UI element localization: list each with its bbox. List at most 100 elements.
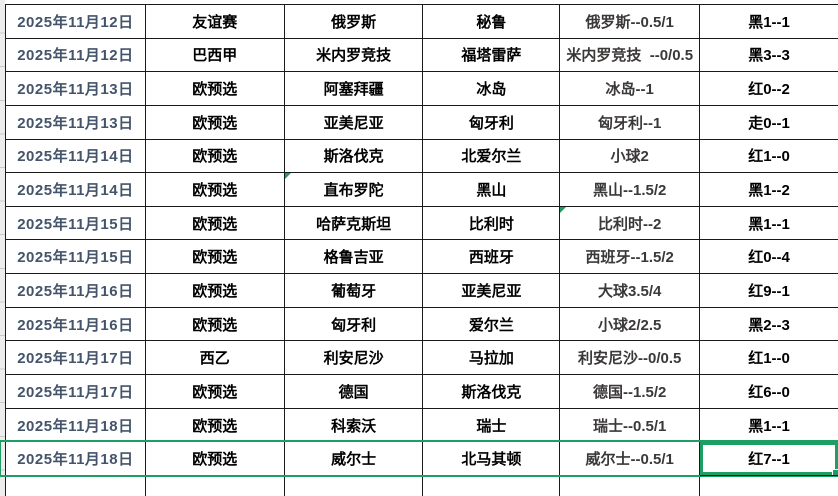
cell-text: 北爱尔兰 [461,148,522,166]
cell-result[interactable]: 黑1--1 [700,5,838,39]
cell-league[interactable] [146,475,285,496]
cell-date[interactable]: 2025年11月14日 [6,139,146,174]
cell-handicap[interactable]: 小球2 [560,139,701,174]
cell-date[interactable]: 2025年11月12日 [6,38,146,73]
cell-league[interactable]: 欧预选 [145,139,285,174]
cell-home[interactable]: 利安尼沙 [284,341,424,376]
cell-date[interactable]: 2025年11月13日 [6,72,146,106]
cell-result[interactable]: 黑1--2 [700,173,838,207]
cell-text: 冰岛--1 [605,81,654,99]
cell-league[interactable]: 欧预选 [145,408,285,443]
cell-text: 黑1--1 [748,13,790,31]
error-indicator-icon [560,206,567,213]
cell-handicap[interactable]: 冰岛--1 [560,72,701,106]
cell-date[interactable]: 2025年11月18日 [6,442,146,476]
cell-league[interactable]: 欧预选 [145,442,285,476]
cell-away[interactable]: 斯洛伐克 [423,375,561,409]
cell-handicap[interactable]: 瑞士--0.5/1 [560,408,701,443]
cell-handicap[interactable]: 黑山--1.5/2 [560,173,701,207]
cell-result[interactable]: 黑2--3 [700,308,838,342]
cell-home[interactable]: 葡萄牙 [284,274,424,308]
cell-handicap[interactable]: 德国--1.5/2 [560,375,701,409]
cell-result[interactable]: 红9--1 [700,274,838,308]
cell-league[interactable]: 欧预选 [145,72,285,106]
cell-away[interactable]: 黑山 [423,173,561,207]
cell-handicap[interactable]: 小球2/2.5 [560,307,701,342]
cell-date[interactable]: 2025年11月12日 [6,5,146,39]
cell-away[interactable]: 马拉加 [423,341,561,376]
cell-date[interactable]: 2025年11月15日 [6,206,146,241]
cell-handicap[interactable]: 西班牙--1.5/2 [560,240,701,275]
cell-league[interactable]: 欧预选 [145,240,285,275]
cell-text: 欧预选 [192,114,238,132]
cell-result[interactable]: 黑1--1 [700,207,838,241]
cell-result[interactable]: 黑3--3 [700,39,838,73]
partial-left-column-strip[interactable] [0,0,5,496]
cell-result[interactable]: 红1--0 [700,341,838,376]
cell-league[interactable]: 友谊赛 [145,5,285,39]
cell-away[interactable]: 亚美尼亚 [423,274,561,308]
cell-date[interactable] [6,475,146,496]
cell-handicap[interactable]: 威尔士--0.5/1 [560,442,701,476]
cell-result[interactable]: 走0--1 [700,106,838,140]
cell-away[interactable]: 匈牙利 [423,105,561,140]
cell-handicap[interactable]: 米内罗竞技 --0/0.5 [560,38,701,73]
cell-league[interactable]: 欧预选 [145,173,285,207]
cell-home[interactable]: 斯洛伐克 [284,139,424,174]
cell-text: 小球2 [610,148,649,166]
cell-result[interactable]: 红7--1 [700,442,838,476]
cell-league[interactable]: 欧预选 [145,206,285,241]
cell-away[interactable]: 北马其顿 [423,442,561,476]
cell-date[interactable]: 2025年11月13日 [6,105,146,140]
cell-handicap[interactable]: 俄罗斯--0.5/1 [560,5,701,39]
cell-home[interactable]: 威尔士 [284,442,424,476]
cell-home[interactable] [285,475,424,496]
cell-result[interactable]: 红0--4 [700,240,838,275]
cell-league[interactable]: 西乙 [145,341,285,376]
cell-date[interactable]: 2025年11月17日 [6,341,146,376]
cell-home[interactable]: 俄罗斯 [284,5,424,39]
cell-league[interactable]: 欧预选 [145,105,285,140]
cell-away[interactable]: 瑞士 [423,408,561,443]
cell-away[interactable]: 爱尔兰 [423,307,561,342]
cell-home[interactable]: 亚美尼亚 [284,105,424,140]
cell-league[interactable]: 欧预选 [145,307,285,342]
cell-handicap[interactable] [560,475,701,496]
cell-home[interactable]: 直布罗陀 [284,173,424,207]
cell-handicap[interactable]: 大球3.5/4 [560,274,701,308]
selection-fill-handle[interactable] [831,468,838,475]
cell-date[interactable]: 2025年11月16日 [6,307,146,342]
cell-league[interactable]: 巴西甲 [145,38,285,73]
cell-result[interactable]: 红0--2 [700,72,838,106]
cell-home[interactable]: 匈牙利 [284,307,424,342]
cell-away[interactable]: 比利时 [423,206,561,241]
cell-result[interactable]: 红1--0 [700,140,838,174]
cell-away[interactable]: 北爱尔兰 [423,139,561,174]
cell-result[interactable] [700,476,838,496]
cell-date[interactable]: 2025年11月15日 [6,240,146,275]
cell-league[interactable]: 欧预选 [145,375,285,409]
cell-date[interactable]: 2025年11月16日 [6,274,146,308]
cell-text: 2025年11月12日 [17,47,134,65]
table-row: 2025年11月14日 欧预选 斯洛伐克 北爱尔兰 小球2 红1--0 [6,139,838,174]
cell-away[interactable]: 福塔雷萨 [423,38,561,73]
cell-home[interactable]: 阿塞拜疆 [284,72,424,106]
cell-away[interactable]: 秘鲁 [423,5,561,39]
cell-home[interactable]: 德国 [284,375,424,409]
cell-home[interactable]: 米内罗竞技 [284,38,424,73]
cell-away[interactable]: 冰岛 [423,72,561,106]
cell-handicap[interactable]: 比利时--2 [560,206,701,241]
cell-home[interactable]: 格鲁吉亚 [284,240,424,275]
cell-date[interactable]: 2025年11月14日 [6,173,146,207]
cell-home[interactable]: 科索沃 [284,408,424,443]
cell-handicap[interactable]: 利安尼沙--0/0.5 [560,341,701,376]
cell-result[interactable]: 黑1--1 [700,409,838,443]
cell-away[interactable] [423,475,561,496]
cell-league[interactable]: 欧预选 [145,274,285,308]
cell-date[interactable]: 2025年11月17日 [6,375,146,409]
cell-handicap[interactable]: 匈牙利--1 [560,105,701,140]
cell-away[interactable]: 西班牙 [423,240,561,275]
cell-result[interactable]: 红6--0 [700,375,838,409]
cell-home[interactable]: 哈萨克斯坦 [284,206,424,241]
cell-date[interactable]: 2025年11月18日 [6,408,146,443]
